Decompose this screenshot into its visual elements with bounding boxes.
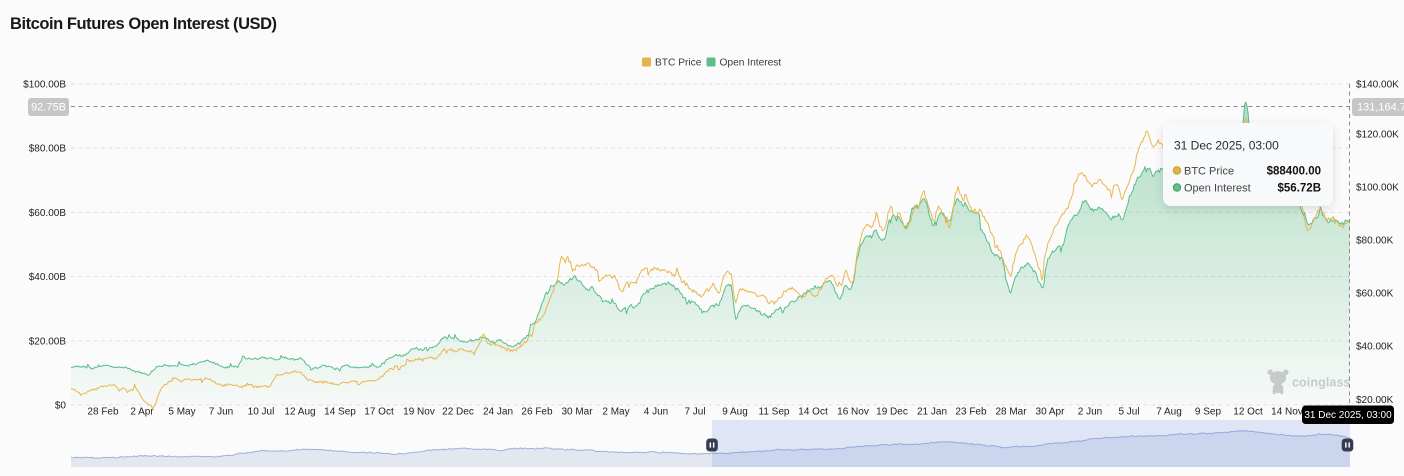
svg-text:23 Feb: 23 Feb: [955, 407, 987, 418]
svg-text:17 Oct: 17 Oct: [364, 407, 394, 418]
svg-text:$40.00B: $40.00B: [29, 272, 67, 283]
svg-text:$88400.00: $88400.00: [1267, 166, 1321, 178]
svg-text:$0: $0: [55, 401, 67, 412]
svg-text:$100.00K: $100.00K: [1356, 183, 1399, 194]
svg-text:10 Jul: 10 Jul: [248, 407, 275, 418]
svg-text:BTC Price: BTC Price: [1184, 166, 1234, 178]
svg-text:7 Jun: 7 Jun: [209, 407, 233, 418]
svg-text:7 Jul: 7 Jul: [684, 407, 705, 418]
svg-text:24 Jan: 24 Jan: [483, 407, 513, 418]
svg-text:14 Oct: 14 Oct: [798, 407, 828, 418]
svg-text:5 Jul: 5 Jul: [1118, 407, 1139, 418]
svg-text:131,164.74: 131,164.74: [1357, 102, 1404, 114]
svg-text:$60.00B: $60.00B: [29, 208, 67, 219]
svg-text:19 Dec: 19 Dec: [876, 407, 908, 418]
svg-text:$100.00B: $100.00B: [23, 80, 66, 91]
svg-text:28 Feb: 28 Feb: [87, 407, 119, 418]
svg-text:9 Aug: 9 Aug: [722, 407, 748, 418]
svg-text:19 Nov: 19 Nov: [403, 407, 435, 418]
svg-text:12 Aug: 12 Aug: [284, 407, 315, 418]
svg-text:31 Dec 2025, 03:00: 31 Dec 2025, 03:00: [1174, 139, 1279, 153]
svg-text:16 Nov: 16 Nov: [837, 407, 869, 418]
svg-text:coinglass: coinglass: [1292, 376, 1351, 390]
svg-text:7 Aug: 7 Aug: [1156, 407, 1182, 418]
svg-text:4 Jun: 4 Jun: [644, 407, 668, 418]
svg-text:$40.00K: $40.00K: [1356, 342, 1394, 353]
svg-text:22 Dec: 22 Dec: [442, 407, 474, 418]
svg-text:14 Nov: 14 Nov: [1271, 407, 1303, 418]
svg-text:2 May: 2 May: [602, 407, 629, 418]
svg-text:30 Mar: 30 Mar: [561, 407, 593, 418]
svg-text:Open Interest: Open Interest: [720, 58, 782, 69]
svg-text:Bitcoin Futures Open Interest: Bitcoin Futures Open Interest (USD): [10, 15, 277, 33]
svg-text:31 Dec 2025, 03:00: 31 Dec 2025, 03:00: [1304, 410, 1392, 421]
svg-text:$60.00K: $60.00K: [1356, 289, 1394, 300]
svg-text:28 Mar: 28 Mar: [995, 407, 1027, 418]
svg-text:2 Apr: 2 Apr: [130, 407, 154, 418]
svg-text:14 Sep: 14 Sep: [324, 407, 356, 418]
svg-text:$80.00K: $80.00K: [1356, 236, 1394, 247]
svg-text:2 Jun: 2 Jun: [1078, 407, 1102, 418]
svg-text:11 Sep: 11 Sep: [759, 407, 790, 418]
svg-text:30 Apr: 30 Apr: [1036, 407, 1066, 418]
svg-text:5 May: 5 May: [168, 407, 195, 418]
svg-text:$56.72B: $56.72B: [1278, 183, 1321, 195]
svg-text:9 Sep: 9 Sep: [1195, 407, 1222, 418]
svg-text:$120.00K: $120.00K: [1356, 130, 1399, 141]
svg-text:BTC Price: BTC Price: [655, 58, 702, 69]
svg-text:$140.00K: $140.00K: [1356, 80, 1399, 91]
svg-text:12 Oct: 12 Oct: [1233, 407, 1263, 418]
svg-text:26 Feb: 26 Feb: [521, 407, 553, 418]
svg-text:$80.00B: $80.00B: [29, 144, 67, 155]
svg-text:92.75B: 92.75B: [31, 102, 66, 114]
svg-text:Open Interest: Open Interest: [1184, 183, 1251, 195]
svg-text:$20.00K: $20.00K: [1356, 395, 1394, 406]
svg-text:$20.00B: $20.00B: [29, 336, 67, 347]
svg-text:21 Jan: 21 Jan: [917, 407, 947, 418]
